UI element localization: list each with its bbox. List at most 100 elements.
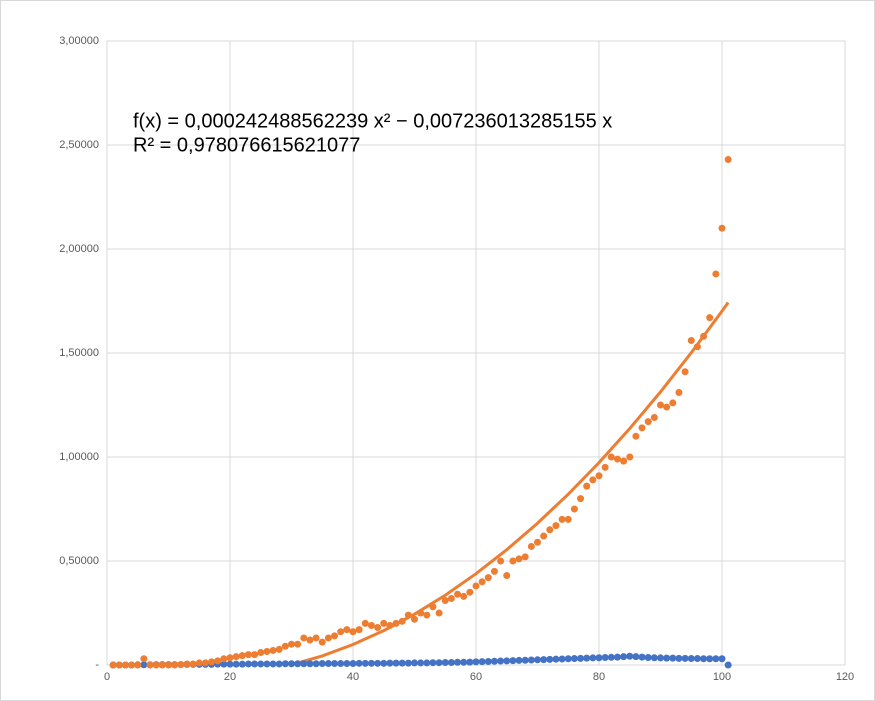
data-point xyxy=(411,615,418,623)
data-point xyxy=(509,657,517,665)
data-point xyxy=(226,660,234,668)
data-point xyxy=(706,655,714,663)
data-point xyxy=(718,655,726,663)
data-point xyxy=(441,659,449,667)
data-point xyxy=(435,659,443,667)
data-point xyxy=(263,660,271,668)
data-point xyxy=(601,463,609,471)
data-point xyxy=(466,658,474,666)
data-point xyxy=(601,654,609,662)
x-tick-label: 80 xyxy=(593,671,605,683)
data-point xyxy=(220,655,228,663)
data-point xyxy=(657,654,664,662)
data-point xyxy=(288,640,295,648)
data-point xyxy=(374,624,382,632)
data-point xyxy=(534,656,541,664)
data-point xyxy=(392,619,400,627)
data-point xyxy=(447,659,455,667)
data-point xyxy=(306,660,314,668)
data-point xyxy=(454,590,462,598)
data-point xyxy=(152,661,160,669)
data-point xyxy=(257,649,265,657)
y-tick-label: 1,50000 xyxy=(59,347,99,359)
data-point xyxy=(700,655,708,663)
data-point xyxy=(472,658,480,666)
data-point xyxy=(583,482,591,490)
data-point xyxy=(257,660,265,668)
data-point xyxy=(331,660,339,668)
data-point xyxy=(534,538,541,546)
data-point xyxy=(312,634,320,642)
data-point xyxy=(484,574,492,582)
data-point xyxy=(337,628,345,636)
y-tick-label: 2,00000 xyxy=(59,243,99,255)
data-point xyxy=(700,332,708,340)
data-point xyxy=(429,659,437,667)
y-tick-label: - xyxy=(95,659,99,671)
data-point xyxy=(244,651,252,659)
data-point xyxy=(509,557,517,565)
data-point xyxy=(238,652,246,660)
data-point xyxy=(515,656,523,664)
y-tick-label: 3,00000 xyxy=(59,35,99,47)
data-point xyxy=(349,628,357,636)
data-point xyxy=(232,660,240,668)
data-point xyxy=(478,578,486,586)
data-point xyxy=(687,655,695,663)
data-point xyxy=(281,660,289,668)
data-point xyxy=(558,655,566,663)
data-point xyxy=(564,515,572,523)
data-point xyxy=(324,634,332,642)
data-point xyxy=(263,647,271,655)
data-point xyxy=(527,656,535,664)
data-point xyxy=(577,654,585,662)
data-point xyxy=(521,553,529,561)
data-point xyxy=(632,653,640,661)
data-point xyxy=(423,611,431,619)
data-point xyxy=(337,660,345,668)
x-tick-label: 0 xyxy=(104,671,110,683)
data-point xyxy=(638,653,646,661)
data-point xyxy=(361,659,369,667)
data-point xyxy=(693,655,701,663)
data-point xyxy=(128,661,136,669)
data-point xyxy=(214,657,222,665)
data-point xyxy=(158,661,166,669)
data-point xyxy=(589,654,597,662)
data-point xyxy=(300,660,308,668)
data-point xyxy=(669,399,677,407)
data-point xyxy=(613,653,621,661)
data-point xyxy=(447,594,455,602)
data-point xyxy=(294,660,302,668)
data-point xyxy=(404,659,412,667)
data-point xyxy=(638,424,646,432)
data-point xyxy=(620,457,628,465)
trendline-equation: f(x) = 0,000242488562239 x² − 0,00723601… xyxy=(133,110,612,132)
data-point xyxy=(367,659,375,667)
data-point xyxy=(718,224,726,232)
data-point xyxy=(724,661,732,669)
data-point xyxy=(441,597,449,605)
data-point xyxy=(478,658,486,666)
data-point xyxy=(546,526,554,534)
data-point xyxy=(490,657,498,665)
data-point xyxy=(140,655,148,663)
data-point xyxy=(109,661,117,669)
data-point xyxy=(681,654,689,662)
data-point xyxy=(515,555,523,563)
data-point xyxy=(380,659,388,667)
data-point xyxy=(208,658,216,666)
data-point xyxy=(355,659,363,667)
data-point xyxy=(607,653,615,661)
data-point xyxy=(318,660,326,668)
data-point xyxy=(238,660,246,668)
data-point xyxy=(724,156,732,164)
data-point xyxy=(294,640,302,648)
data-point xyxy=(386,621,394,629)
data-point xyxy=(220,660,228,668)
data-point xyxy=(115,661,123,669)
data-point xyxy=(134,661,142,669)
data-point xyxy=(460,592,468,600)
data-point xyxy=(657,401,664,409)
